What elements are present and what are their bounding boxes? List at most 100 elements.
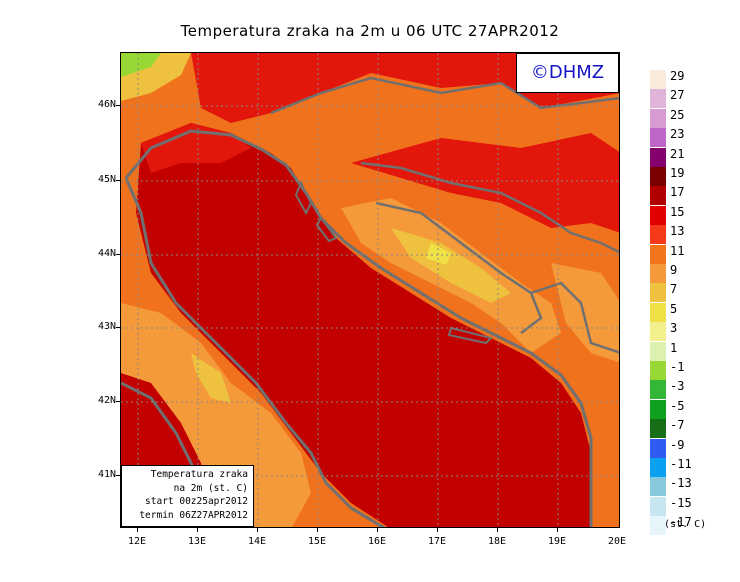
legend-label: 19 bbox=[670, 166, 685, 180]
lat-label-42n: 42N bbox=[97, 395, 116, 406]
island-hvar bbox=[447, 326, 493, 345]
lat-tick bbox=[116, 254, 120, 255]
legend-label: 5 bbox=[670, 301, 678, 316]
lat-tick bbox=[116, 180, 120, 181]
legend-label: 21 bbox=[670, 146, 685, 161]
lat-label-46n: 46N bbox=[97, 99, 116, 110]
legend-label: -11 bbox=[670, 457, 692, 471]
warm-region-north bbox=[191, 53, 619, 123]
coastline-east bbox=[124, 129, 593, 527]
lon-tick bbox=[197, 528, 198, 532]
legend-label: -9 bbox=[670, 437, 685, 452]
map-canvas bbox=[121, 53, 619, 527]
legend-swatch bbox=[650, 438, 666, 458]
lon-tick bbox=[317, 528, 318, 532]
legend-label: 25 bbox=[670, 107, 685, 122]
cool-region-italy bbox=[121, 303, 311, 527]
cold-spot-nw bbox=[121, 53, 161, 77]
legend-swatch bbox=[650, 516, 666, 536]
lon-label-20e: 20E bbox=[607, 536, 627, 547]
cool-region-east bbox=[551, 263, 619, 363]
legend-label: 1 bbox=[670, 340, 678, 355]
legend-swatch bbox=[650, 147, 666, 167]
legend-swatch bbox=[650, 186, 666, 206]
legend-swatch bbox=[650, 205, 666, 225]
border-bosnia bbox=[375, 201, 543, 334]
legend-swatch bbox=[650, 477, 666, 497]
legend-swatch bbox=[650, 496, 666, 516]
lon-label-17e: 17E bbox=[427, 536, 447, 547]
legend-label: -15 bbox=[670, 495, 692, 510]
legend-unit: (st. C) bbox=[664, 519, 707, 530]
island-pag bbox=[315, 216, 338, 243]
lon-tick bbox=[437, 528, 438, 532]
legend-swatch bbox=[650, 322, 666, 342]
temperature-map bbox=[120, 52, 620, 528]
legend-label: -17 bbox=[670, 515, 692, 530]
lon-label-13e: 13E bbox=[187, 536, 207, 547]
lat-tick bbox=[116, 105, 120, 106]
legend-swatch bbox=[650, 458, 666, 477]
legend-swatch bbox=[650, 380, 666, 400]
lon-label-16e: 16E bbox=[367, 536, 387, 547]
lon-label-14e: 14E bbox=[247, 536, 267, 547]
legend-label: -1 bbox=[670, 360, 685, 374]
legend-label: 15 bbox=[670, 204, 685, 219]
adriatic-sea bbox=[136, 123, 591, 527]
info-line-term: termin 06Z27APR2012 bbox=[139, 509, 248, 521]
legend-label: 11 bbox=[670, 243, 685, 258]
legend-swatch bbox=[650, 302, 666, 322]
info-line-start: start 00z25apr2012 bbox=[145, 496, 248, 507]
border-sava bbox=[360, 161, 619, 254]
legend-swatch bbox=[650, 244, 666, 264]
lon-tick bbox=[557, 528, 558, 532]
warm-region-pannonian bbox=[351, 133, 619, 233]
legend-swatch bbox=[650, 108, 666, 128]
lon-label-19e: 19E bbox=[547, 536, 567, 547]
legend-label: 13 bbox=[670, 224, 685, 239]
legend-label: 29 bbox=[670, 69, 685, 83]
legend-swatch bbox=[650, 89, 666, 109]
info-box: Temperatura zraka na 2m (st. C) start 00… bbox=[121, 465, 254, 527]
legend-swatch bbox=[650, 283, 666, 303]
legend-swatch bbox=[650, 399, 666, 419]
dhmz-logo: ©DHMZ bbox=[516, 53, 619, 93]
lon-tick bbox=[257, 528, 258, 532]
legend-swatch bbox=[650, 419, 666, 439]
lon-label-12e: 12E bbox=[127, 536, 147, 547]
grid-lines bbox=[121, 53, 619, 527]
legend-label: -7 bbox=[670, 418, 685, 433]
legend-swatch bbox=[650, 341, 666, 361]
info-line-variable: Temperatura zraka bbox=[150, 469, 248, 480]
legend-label: 7 bbox=[670, 282, 678, 297]
legend-swatch bbox=[650, 264, 666, 283]
lat-label-44n: 44N bbox=[97, 248, 116, 259]
cool-spots-dinaric bbox=[391, 228, 511, 303]
lon-label-15e: 15E bbox=[307, 536, 327, 547]
lat-label-43n: 43N bbox=[97, 321, 116, 332]
lat-tick bbox=[116, 475, 120, 476]
info-line-level: na 2m (st. C) bbox=[173, 482, 248, 494]
legend-swatch bbox=[650, 128, 666, 148]
cold-spot-italy bbox=[191, 353, 231, 403]
lat-tick bbox=[116, 327, 120, 328]
border-north bbox=[270, 76, 619, 115]
legend-label: 27 bbox=[670, 88, 685, 103]
lon-tick bbox=[377, 528, 378, 532]
lat-tick bbox=[116, 401, 120, 402]
lon-tick bbox=[137, 528, 138, 532]
legend-label: -13 bbox=[670, 476, 692, 491]
lat-label-41n: 41N bbox=[97, 469, 116, 480]
lon-label-18e: 18E bbox=[487, 536, 507, 547]
legend-label: 17 bbox=[670, 185, 685, 200]
legend-label: 9 bbox=[670, 263, 678, 277]
border-east bbox=[530, 281, 619, 354]
legend-swatch bbox=[650, 225, 666, 245]
lat-label-45n: 45N bbox=[97, 174, 116, 185]
legend-label: -3 bbox=[670, 379, 685, 394]
legend-swatch bbox=[650, 70, 666, 89]
legend-swatch bbox=[650, 361, 666, 380]
legend-label: 23 bbox=[670, 127, 685, 142]
legend-swatch bbox=[650, 167, 666, 186]
lon-tick bbox=[497, 528, 498, 532]
